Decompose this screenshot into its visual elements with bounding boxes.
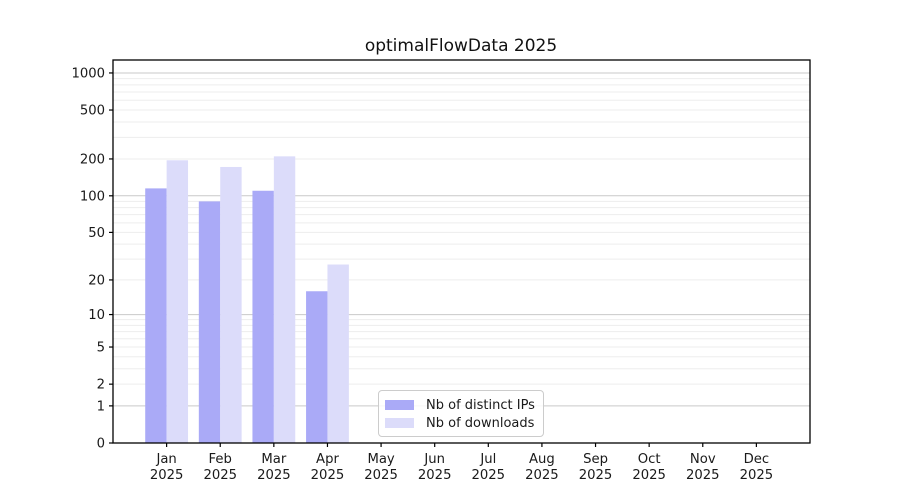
x-tick-label: 2025 [203, 468, 237, 483]
y-tick-label: 1 [97, 399, 105, 414]
x-tick-label: Sep [583, 452, 608, 467]
bar [306, 291, 328, 443]
x-tick-label: Aug [529, 452, 555, 467]
y-tick-label: 100 [80, 189, 105, 204]
x-tick-label: 2025 [418, 468, 452, 483]
x-tick-label: Oct [638, 452, 661, 467]
x-tick-label: Dec [744, 452, 770, 467]
y-tick-label: 2 [97, 378, 105, 393]
x-tick-label: May [367, 452, 394, 467]
x-tick-label: Mar [261, 452, 286, 467]
bar [145, 188, 167, 443]
bar [273, 156, 296, 443]
legend-swatch-downloads [385, 418, 414, 428]
x-tick-label: 2025 [150, 468, 184, 483]
legend-item: Nb of distinct IPs [385, 396, 537, 414]
y-tick-label: 500 [80, 104, 105, 119]
x-tick-label: 2025 [740, 468, 774, 483]
y-tick-label: 200 [80, 152, 105, 167]
y-tick-label: 10 [88, 308, 105, 323]
y-tick-label: 0 [97, 437, 105, 452]
x-tick-label: Jun [423, 452, 445, 467]
y-tick-label: 1000 [71, 66, 105, 81]
y-tick-label: 5 [97, 341, 105, 356]
legend-item: Nb of downloads [385, 414, 537, 432]
x-tick-label: 2025 [257, 468, 291, 483]
y-tick-label: 50 [88, 226, 105, 241]
legend-label: Nb of downloads [426, 415, 535, 431]
x-tick-label: 2025 [579, 468, 613, 483]
bar [198, 201, 221, 443]
x-tick-label: 2025 [364, 468, 398, 483]
bar [252, 190, 274, 443]
legend-label: Nb of distinct IPs [426, 397, 535, 413]
legend: Nb of distinct IPs Nb of downloads [378, 390, 544, 437]
x-tick-label: 2025 [632, 468, 666, 483]
bar [327, 264, 349, 443]
chart-title: optimalFlowData 2025 [364, 36, 558, 56]
x-tick-label: Jul [479, 452, 496, 467]
x-tick-label: Feb [209, 452, 232, 467]
legend-swatch-distinct-ips [385, 400, 414, 410]
x-tick-label: 2025 [525, 468, 559, 483]
bar [220, 166, 242, 443]
x-tick-label: 2025 [311, 468, 345, 483]
x-tick-label: 2025 [686, 468, 720, 483]
x-tick-label: Apr [316, 452, 339, 467]
bar [166, 160, 189, 443]
y-tick-label: 20 [88, 273, 105, 288]
x-tick-label: Jan [155, 452, 176, 467]
axes-border [112, 59, 811, 444]
x-tick-label: Nov [690, 452, 716, 467]
x-tick-label: 2025 [472, 468, 506, 483]
